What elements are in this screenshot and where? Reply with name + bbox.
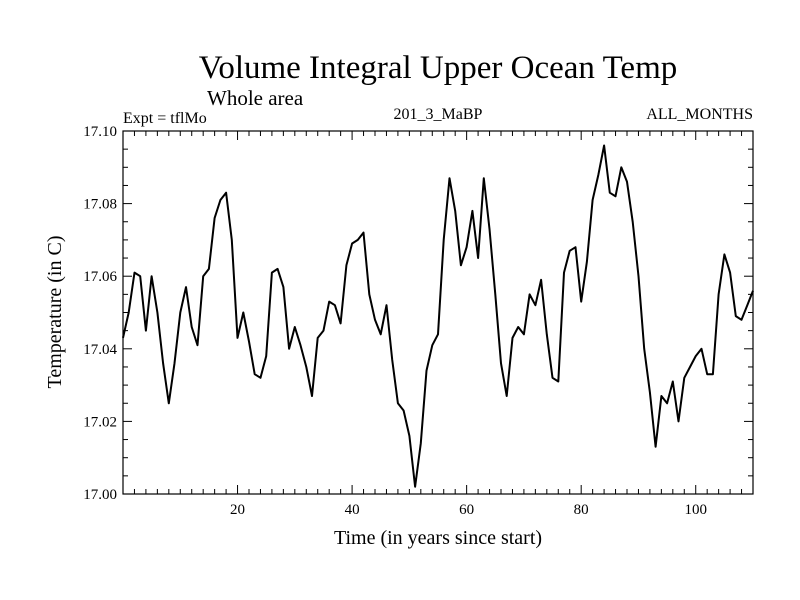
x-axis-label: Time (in years since start) bbox=[334, 527, 542, 549]
y-axis-label: Temperature (in C) bbox=[44, 236, 66, 389]
y-axis: 17.00 17.02 17.04 17.06 17.08 17.10 bbox=[83, 124, 753, 503]
run-label: 201_3_MaBP bbox=[394, 106, 483, 123]
months-label: ALL_MONTHS bbox=[646, 106, 753, 123]
y-tick-label: 17.10 bbox=[83, 124, 117, 140]
y-tick-label: 17.08 bbox=[83, 197, 117, 213]
y-tick-label: 17.06 bbox=[83, 269, 117, 285]
y-tick-label: 17.04 bbox=[83, 342, 117, 358]
chart-title: Volume Integral Upper Ocean Temp bbox=[199, 50, 677, 86]
x-tick-label: 40 bbox=[345, 502, 360, 518]
y-tick-label: 17.02 bbox=[83, 414, 117, 430]
x-tick-label: 60 bbox=[459, 502, 474, 518]
chart-subtitle: Whole area bbox=[207, 86, 304, 110]
x-axis: 20 40 60 80 100 bbox=[133, 131, 743, 518]
y-tick-label: 17.00 bbox=[83, 487, 117, 503]
experiment-label: Expt = tflMo bbox=[123, 110, 207, 127]
series-line-temperature bbox=[122, 144, 754, 488]
plot-frame bbox=[122, 130, 754, 495]
x-tick-label: 80 bbox=[574, 502, 589, 518]
x-tick-label: 20 bbox=[230, 502, 245, 518]
x-tick-label: 100 bbox=[684, 502, 707, 518]
data-points bbox=[122, 145, 754, 487]
